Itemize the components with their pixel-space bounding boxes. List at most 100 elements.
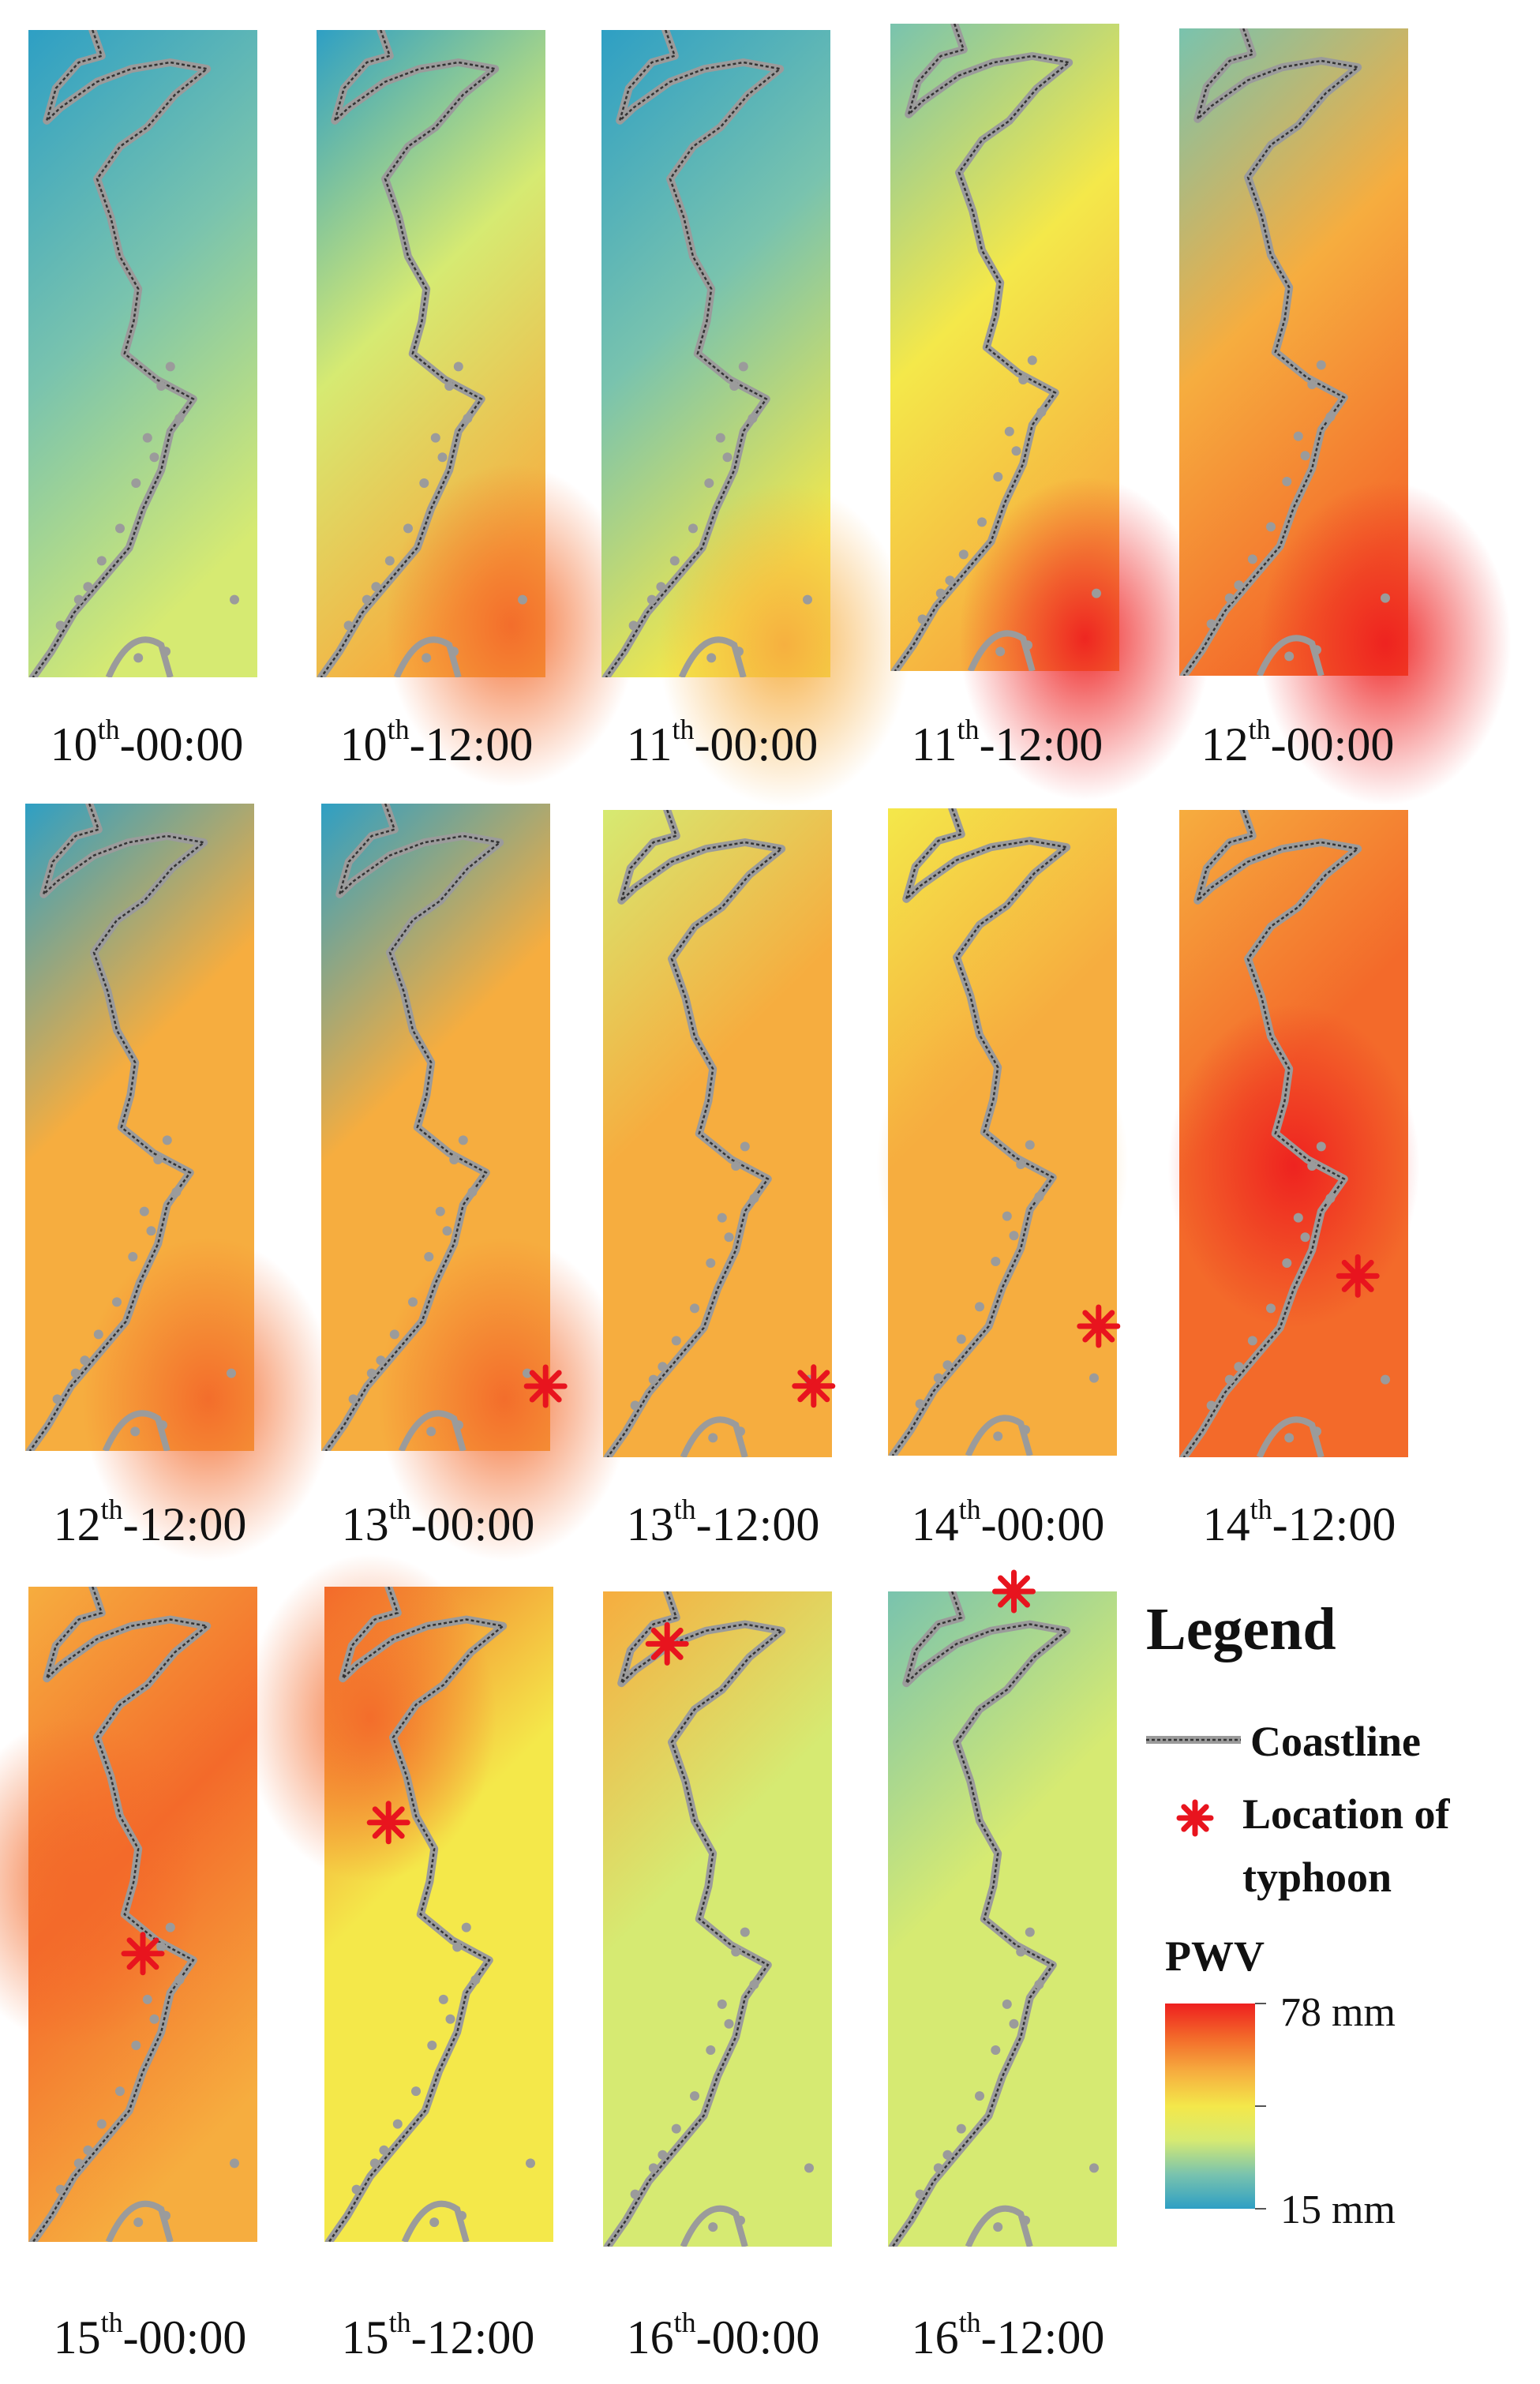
island-dot: [470, 1975, 481, 1985]
island-dot: [630, 1400, 640, 1411]
island-dot: [731, 1947, 741, 1957]
island-dot: [804, 2163, 814, 2173]
island-dot: [174, 414, 185, 423]
island-coast: [678, 636, 747, 677]
island-dot: [956, 2123, 966, 2134]
island-dot: [438, 1994, 448, 2004]
island-dot: [1234, 580, 1244, 590]
pwv-hotspot: [378, 1237, 631, 1561]
island-dot: [526, 2158, 535, 2168]
panel-label-10: 14th-12:00: [1202, 1494, 1396, 1550]
island-dot: [162, 1135, 172, 1145]
island-dot: [1027, 355, 1037, 365]
island-dot: [1206, 619, 1216, 629]
island-dot: [671, 2123, 681, 2134]
island-dot: [1089, 1373, 1099, 1383]
island-dot: [437, 452, 448, 463]
island-coast: [1256, 1416, 1325, 1457]
island-dot: [1293, 431, 1303, 441]
island-dot: [1307, 380, 1317, 389]
island-dot: [70, 1368, 81, 1378]
island-dot: [1224, 1374, 1235, 1385]
island-dot: [717, 1999, 727, 2009]
panel-label-12: 15th-12:00: [341, 2307, 535, 2363]
island-dot: [1025, 1927, 1035, 1937]
island-dot: [427, 2041, 437, 2050]
island-dot: [453, 362, 463, 372]
map-panel-14: [888, 1569, 1117, 2247]
map-panel-6: [25, 804, 335, 1561]
island-dot: [80, 1355, 90, 1366]
island-dot: [1247, 554, 1257, 564]
island-dot: [174, 1975, 185, 1985]
panel-label-4: 11th-12:00: [911, 714, 1103, 770]
pwv-color-ramp: [1165, 2004, 1255, 2209]
pwv-field: [28, 30, 257, 677]
island-dot: [740, 1927, 750, 1937]
island-dot: [411, 2086, 421, 2097]
island-dot: [995, 647, 1006, 657]
island-dot: [379, 2145, 389, 2155]
island-dot: [227, 1368, 236, 1378]
island-dot: [706, 2045, 716, 2055]
island-dot: [740, 1141, 750, 1152]
island-dot: [133, 653, 144, 663]
island-coast: [393, 636, 462, 677]
panel-label-6: 12th-12:00: [53, 1494, 247, 1550]
island-dot: [945, 575, 955, 586]
map-panel-7: [321, 804, 631, 1561]
panel-label-3: 11th-00:00: [626, 714, 819, 770]
island-dot: [993, 1431, 1003, 1441]
typhoon-marker: [992, 1569, 1036, 1614]
panel-label-9: 14th-00:00: [911, 1494, 1105, 1550]
island-dot: [933, 2163, 943, 2173]
island-dot: [165, 1922, 175, 1932]
island-dot: [128, 1252, 138, 1261]
island-dot: [706, 1258, 716, 1268]
island-dot: [738, 362, 748, 372]
island-dot: [165, 362, 175, 372]
island-dot: [430, 433, 440, 443]
island-dot: [708, 1433, 718, 1443]
legend-typhoon-swatch: [1176, 1799, 1214, 1837]
island-dot: [658, 1362, 668, 1372]
island-dot: [1247, 1336, 1257, 1346]
island-dot: [153, 1155, 163, 1164]
typhoon-marker: [645, 1621, 689, 1666]
island-dot: [52, 1394, 62, 1404]
island-dot: [648, 2163, 658, 2173]
map-panel-4: [890, 24, 1211, 800]
map-panel-8: [603, 810, 836, 1457]
island-dot: [442, 1226, 452, 1236]
island-dot: [146, 1226, 156, 1236]
island-dot: [467, 1187, 478, 1197]
island-dot: [348, 1394, 358, 1404]
panel-label-1: 10th-00:00: [50, 714, 244, 770]
island-dot: [384, 556, 395, 566]
typhoon-marker: [523, 1364, 568, 1408]
island-dot: [1325, 412, 1336, 422]
pwv-hotspot: [658, 483, 911, 807]
panel-label-7: 13th-00:00: [341, 1494, 535, 1550]
island-dot: [1092, 588, 1101, 598]
island-dot: [731, 1161, 741, 1171]
island-dot: [115, 2086, 125, 2097]
island-dot: [445, 2014, 455, 2024]
island-dot: [142, 1994, 152, 2004]
island-dot: [991, 2045, 1001, 2055]
island-dot: [748, 414, 758, 423]
island-coast: [965, 1415, 1033, 1456]
island-dot: [1004, 426, 1014, 437]
island-dot: [1307, 1161, 1317, 1171]
island-dot: [366, 1368, 377, 1378]
island-dot: [803, 594, 812, 605]
island-dot: [704, 478, 714, 488]
island-dot: [706, 653, 717, 663]
island-dot: [419, 478, 429, 488]
island-dot: [975, 2091, 984, 2101]
island-dot: [149, 2014, 159, 2024]
island-dot: [935, 588, 946, 598]
panel-label-2: 10th-12:00: [339, 714, 534, 770]
legend-min-label: 15 mm: [1280, 2187, 1396, 2232]
island-dot: [1224, 593, 1235, 603]
